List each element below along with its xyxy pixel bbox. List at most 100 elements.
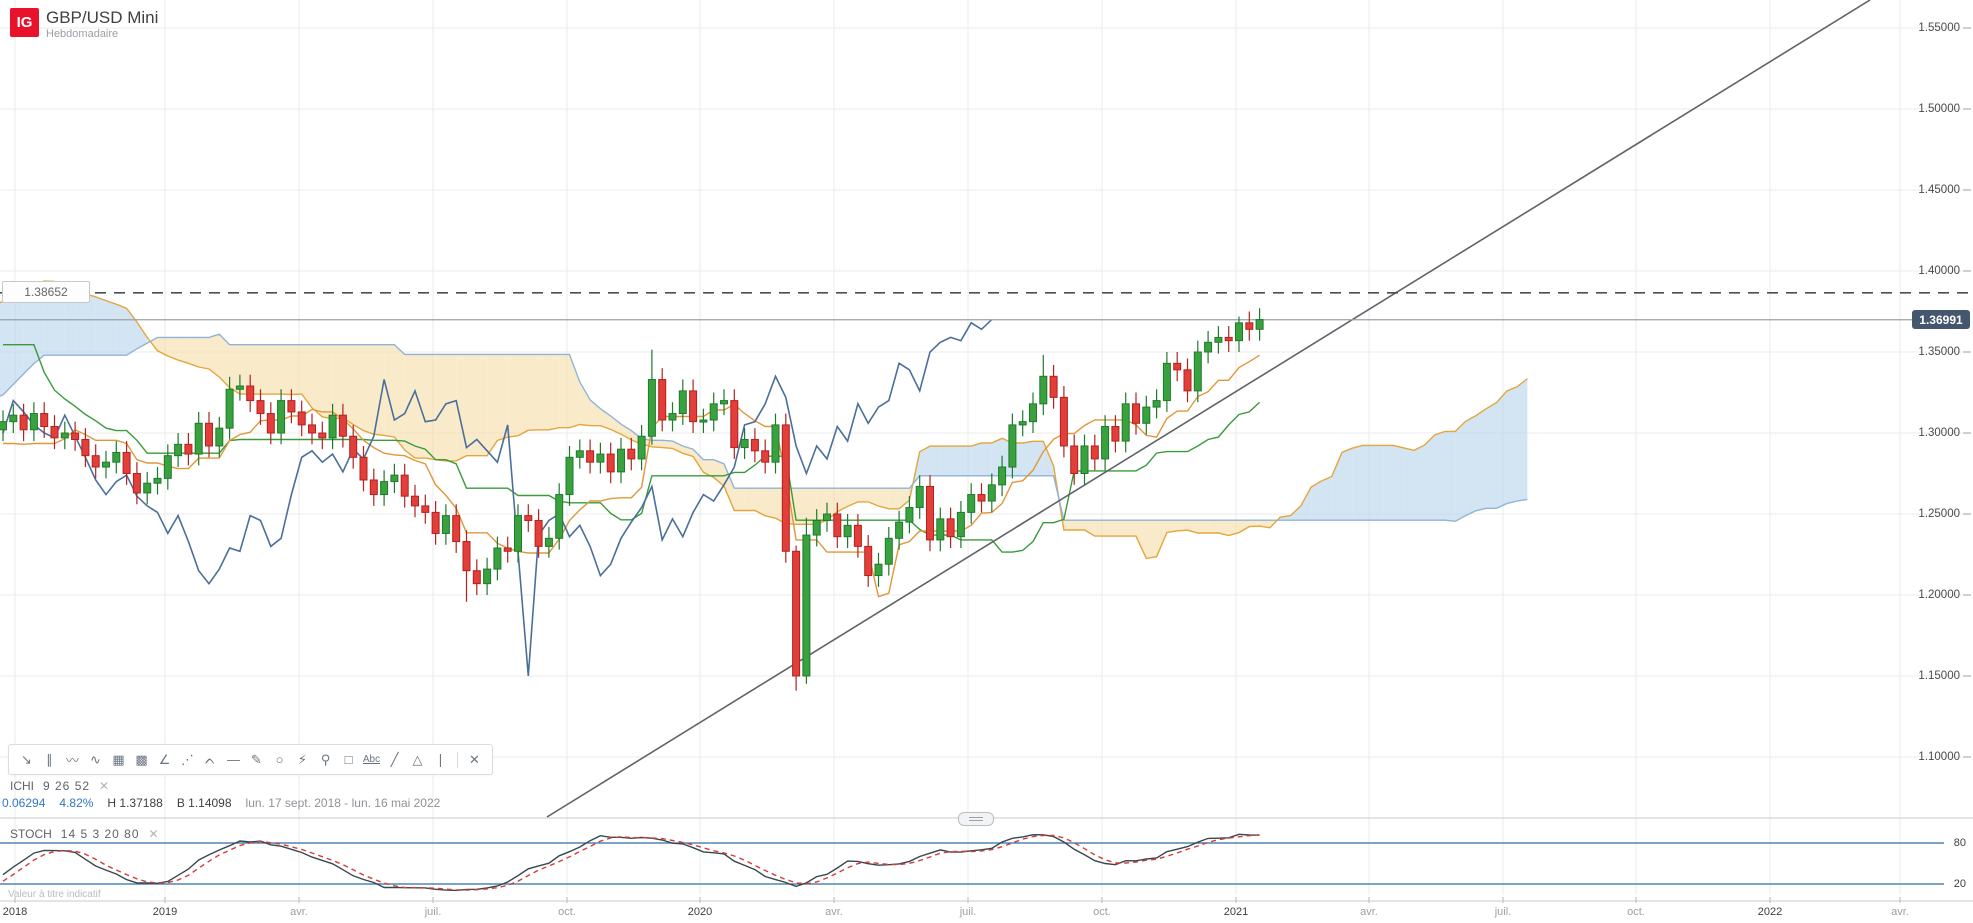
candle-body[interactable] xyxy=(1018,421,1027,426)
candle-body[interactable] xyxy=(235,385,244,390)
candle-body[interactable] xyxy=(1183,369,1192,392)
candle-body[interactable] xyxy=(802,534,811,677)
candle-body[interactable] xyxy=(441,515,450,534)
candle-body[interactable] xyxy=(297,411,306,426)
candle-body[interactable] xyxy=(998,466,1007,486)
ichi-remove-icon[interactable]: ✕ xyxy=(99,779,110,793)
candle-body[interactable] xyxy=(431,511,440,534)
candle-body[interactable] xyxy=(1121,403,1130,442)
trendline-drawing[interactable] xyxy=(546,0,1871,818)
candle-body[interactable] xyxy=(658,379,667,421)
candle-body[interactable] xyxy=(153,477,162,484)
candle-body[interactable] xyxy=(1245,322,1254,330)
grid-diagonal-icon[interactable]: ▩ xyxy=(135,751,148,767)
candle-body[interactable] xyxy=(1132,403,1140,424)
candle-body[interactable] xyxy=(1173,362,1182,371)
candle-body[interactable] xyxy=(699,419,708,423)
candle-body[interactable] xyxy=(60,432,69,439)
candle-body[interactable] xyxy=(369,479,378,496)
candle-body[interactable] xyxy=(112,451,121,463)
candle-body[interactable] xyxy=(977,494,986,502)
candle-body[interactable] xyxy=(647,379,656,437)
candle-body[interactable] xyxy=(637,435,646,460)
pencil-icon[interactable]: ✎ xyxy=(251,751,262,767)
candle-body[interactable] xyxy=(328,414,337,439)
candle-body[interactable] xyxy=(1224,336,1233,342)
candle-body[interactable] xyxy=(359,456,368,481)
candle-body[interactable] xyxy=(40,413,49,428)
stoch-remove-icon[interactable]: ✕ xyxy=(148,827,159,841)
peaks-icon[interactable]: ᨈ xyxy=(204,751,217,767)
candle-body[interactable] xyxy=(1008,424,1017,468)
toolbar-close-icon[interactable]: ✕ xyxy=(469,751,480,767)
candle-body[interactable] xyxy=(544,537,553,547)
candle-body[interactable] xyxy=(1235,322,1243,342)
candle-body[interactable] xyxy=(102,461,110,468)
candle-body[interactable] xyxy=(81,438,90,457)
candle-body[interactable] xyxy=(1059,396,1068,447)
candle-body[interactable] xyxy=(1111,426,1120,442)
candle-body[interactable] xyxy=(565,456,574,496)
candle-body[interactable] xyxy=(71,432,80,440)
resistance-price-label[interactable]: 1.38652 xyxy=(2,281,90,303)
candle-body[interactable] xyxy=(575,450,584,458)
candle-body[interactable] xyxy=(194,422,203,455)
panel-resize-handle[interactable] xyxy=(958,812,994,826)
candle-body[interactable] xyxy=(967,494,976,513)
candle-body[interactable] xyxy=(215,427,224,447)
candle-body[interactable] xyxy=(781,424,790,552)
candle-body[interactable] xyxy=(19,414,28,431)
candle-body[interactable] xyxy=(287,400,296,413)
candle-body[interactable] xyxy=(472,570,481,585)
rectangle-icon[interactable]: □ xyxy=(344,752,353,767)
parallel-lines-icon[interactable]: ∥ xyxy=(46,751,53,767)
candle-body[interactable] xyxy=(1204,341,1213,353)
candle-body[interactable] xyxy=(627,448,636,460)
candle-body[interactable] xyxy=(338,414,347,437)
circle-icon[interactable]: ○ xyxy=(275,752,284,767)
candle-body[interactable] xyxy=(225,388,234,429)
candle-body[interactable] xyxy=(864,545,873,577)
candle-body[interactable] xyxy=(122,451,131,475)
candle-body[interactable] xyxy=(689,390,698,423)
candle-body[interactable] xyxy=(1101,426,1110,460)
candle-body[interactable] xyxy=(678,390,687,415)
candle-body[interactable] xyxy=(555,494,564,539)
candle-body[interactable] xyxy=(524,515,533,521)
candle-body[interactable] xyxy=(792,550,801,677)
candle-body[interactable] xyxy=(895,521,904,539)
candle-body[interactable] xyxy=(277,400,286,434)
candle-body[interactable] xyxy=(1255,319,1264,330)
candle-body[interactable] xyxy=(884,537,893,565)
candle-body[interactable] xyxy=(493,547,502,570)
anchor-icon[interactable]: ⚲ xyxy=(320,751,331,767)
vertical-line-icon[interactable]: ❘ xyxy=(435,751,446,767)
candle-body[interactable] xyxy=(1090,445,1099,460)
candle-body[interactable] xyxy=(1049,375,1058,398)
candle-body[interactable] xyxy=(174,443,183,457)
candle-body[interactable] xyxy=(380,481,389,496)
candle-body[interactable] xyxy=(730,400,739,449)
horizontal-line-icon[interactable]: — xyxy=(227,752,240,767)
candle-body[interactable] xyxy=(606,453,615,473)
candle-body[interactable] xyxy=(833,513,842,538)
candle-body[interactable] xyxy=(483,568,492,585)
candle-body[interactable] xyxy=(266,413,275,434)
candle-body[interactable] xyxy=(946,518,955,538)
candle-body[interactable] xyxy=(143,482,152,494)
candle-body[interactable] xyxy=(761,450,770,463)
candle-body[interactable] xyxy=(1070,445,1079,474)
candle-body[interactable] xyxy=(514,515,522,552)
candle-body[interactable] xyxy=(9,414,18,423)
candle-body[interactable] xyxy=(349,435,358,458)
candle-body[interactable] xyxy=(534,519,543,547)
candle-body[interactable] xyxy=(915,485,924,509)
candle-body[interactable] xyxy=(853,524,862,547)
candle-body[interactable] xyxy=(421,505,430,513)
candle-body[interactable] xyxy=(29,413,38,431)
candle-body[interactable] xyxy=(132,473,141,494)
zigzag-icon[interactable]: 〰 xyxy=(65,753,79,768)
candle-body[interactable] xyxy=(503,547,512,552)
candle-body[interactable] xyxy=(720,400,728,405)
